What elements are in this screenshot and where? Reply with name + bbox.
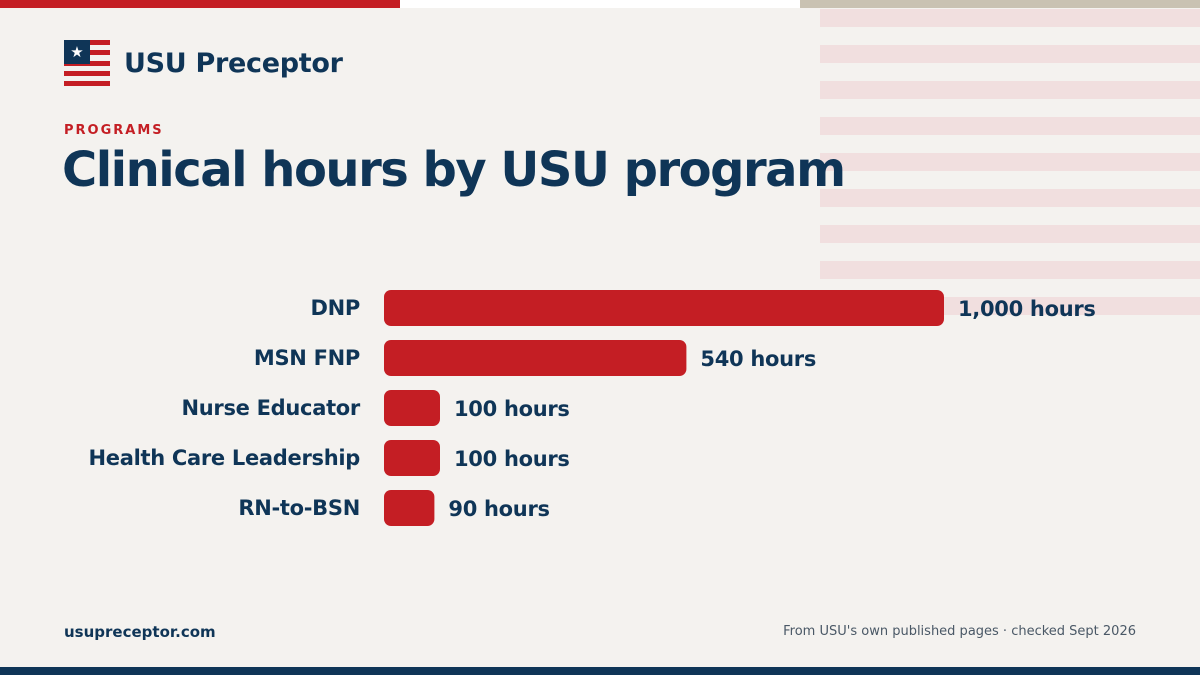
bar-rn-to-bsn [384, 490, 435, 526]
stripe [820, 45, 1200, 63]
stripe [820, 189, 1200, 207]
value-label: 100 hours [454, 447, 570, 471]
decorative-stripes [820, 8, 1200, 315]
stripe [820, 153, 1200, 171]
top-bar-tan-segment [800, 0, 1200, 8]
category-label: MSN FNP [254, 346, 360, 370]
flag-icon: ★ [64, 40, 110, 86]
section-eyebrow: PROGRAMS [64, 123, 164, 138]
star-icon: ★ [70, 43, 84, 61]
top-bar-white-segment [400, 0, 800, 8]
bottom-accent-bar [0, 667, 1200, 675]
top-bar-red-segment [0, 0, 400, 8]
category-label: Health Care Leadership [89, 446, 361, 470]
bar-nurse-educator [384, 390, 440, 426]
stripe [820, 81, 1200, 99]
brand: ★ USU Preceptor [64, 40, 343, 86]
category-label: DNP [311, 296, 361, 320]
stripe [820, 225, 1200, 243]
brand-name: USU Preceptor [124, 47, 343, 79]
category-label: Nurse Educator [181, 396, 360, 420]
value-label: 90 hours [448, 497, 549, 521]
stripe [820, 117, 1200, 135]
value-label: 540 hours [700, 347, 816, 371]
footer-site-link[interactable]: usupreceptor.com [64, 623, 216, 641]
stripe [820, 9, 1200, 27]
footer-source-note: From USU's own published pages · checked… [783, 624, 1136, 639]
stripe [820, 261, 1200, 279]
page-title: Clinical hours by USU program [62, 142, 846, 198]
bar-health-care-leadership [384, 440, 440, 476]
bar-msn-fnp [384, 340, 687, 376]
category-label: RN-to-BSN [238, 496, 360, 520]
value-label: 100 hours [454, 397, 570, 421]
value-label: 1,000 hours [958, 297, 1096, 321]
top-accent-bar [0, 0, 1200, 8]
bar-dnp [384, 290, 944, 326]
